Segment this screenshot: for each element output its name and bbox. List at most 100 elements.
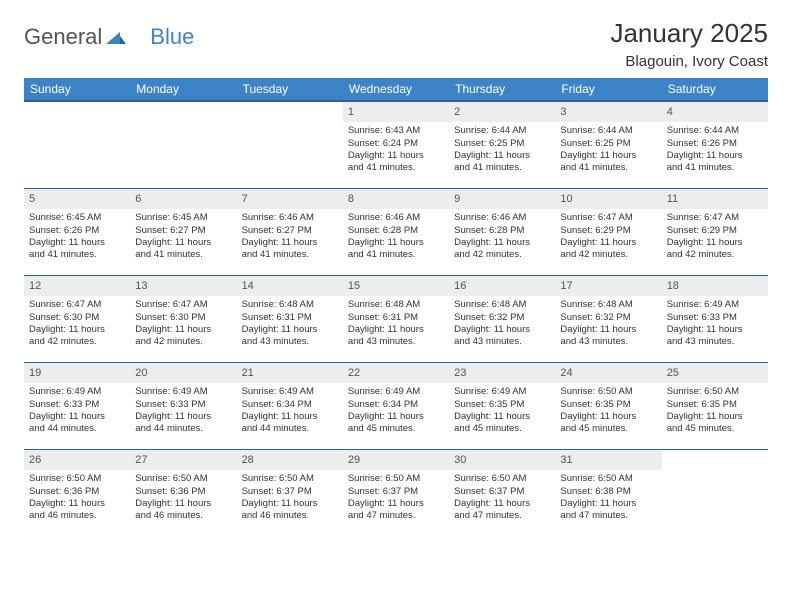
calendar-day-cell: 8Sunrise: 6:46 AMSunset: 6:28 PMDaylight… <box>343 189 449 276</box>
calendar-day-cell: 5Sunrise: 6:45 AMSunset: 6:26 PMDaylight… <box>24 189 130 276</box>
day-number: 4 <box>662 102 768 122</box>
calendar-day-cell: 12Sunrise: 6:47 AMSunset: 6:30 PMDayligh… <box>24 276 130 363</box>
day-number: 5 <box>24 189 130 209</box>
page-title: January 2025 <box>610 18 768 49</box>
calendar-day-cell: 2Sunrise: 6:44 AMSunset: 6:25 PMDaylight… <box>449 101 555 189</box>
day-details: Sunrise: 6:45 AMSunset: 6:27 PMDaylight:… <box>130 209 236 265</box>
day-header: Friday <box>555 78 661 101</box>
day-details: Sunrise: 6:48 AMSunset: 6:31 PMDaylight:… <box>343 296 449 352</box>
calendar-day-cell: 24Sunrise: 6:50 AMSunset: 6:35 PMDayligh… <box>555 363 661 450</box>
calendar-week-row: 1Sunrise: 6:43 AMSunset: 6:24 PMDaylight… <box>24 101 768 189</box>
day-details: Sunrise: 6:50 AMSunset: 6:37 PMDaylight:… <box>449 470 555 526</box>
day-number: 14 <box>237 276 343 296</box>
day-number: 27 <box>130 450 236 470</box>
day-number: 8 <box>343 189 449 209</box>
calendar-day-cell: 27Sunrise: 6:50 AMSunset: 6:36 PMDayligh… <box>130 450 236 537</box>
day-header: Saturday <box>662 78 768 101</box>
calendar-day-cell: 9Sunrise: 6:46 AMSunset: 6:28 PMDaylight… <box>449 189 555 276</box>
calendar-day-cell: 29Sunrise: 6:50 AMSunset: 6:37 PMDayligh… <box>343 450 449 537</box>
logo: General Blue <box>24 18 194 50</box>
day-details: Sunrise: 6:47 AMSunset: 6:29 PMDaylight:… <box>662 209 768 265</box>
day-details: Sunrise: 6:44 AMSunset: 6:26 PMDaylight:… <box>662 122 768 178</box>
day-details: Sunrise: 6:44 AMSunset: 6:25 PMDaylight:… <box>555 122 661 178</box>
logo-text-1: General <box>24 24 102 50</box>
day-number: 6 <box>130 189 236 209</box>
day-number: 9 <box>449 189 555 209</box>
day-header: Sunday <box>24 78 130 101</box>
day-details: Sunrise: 6:48 AMSunset: 6:32 PMDaylight:… <box>555 296 661 352</box>
calendar-day-cell: 3Sunrise: 6:44 AMSunset: 6:25 PMDaylight… <box>555 101 661 189</box>
calendar-day-cell: 21Sunrise: 6:49 AMSunset: 6:34 PMDayligh… <box>237 363 343 450</box>
calendar-day-cell: 19Sunrise: 6:49 AMSunset: 6:33 PMDayligh… <box>24 363 130 450</box>
calendar-day-cell: 4Sunrise: 6:44 AMSunset: 6:26 PMDaylight… <box>662 101 768 189</box>
day-number: 3 <box>555 102 661 122</box>
day-number: 20 <box>130 363 236 383</box>
day-details: Sunrise: 6:46 AMSunset: 6:27 PMDaylight:… <box>237 209 343 265</box>
calendar-day-cell: 22Sunrise: 6:49 AMSunset: 6:34 PMDayligh… <box>343 363 449 450</box>
header: General Blue January 2025 Blagouin, Ivor… <box>24 18 768 70</box>
calendar-week-row: 5Sunrise: 6:45 AMSunset: 6:26 PMDaylight… <box>24 189 768 276</box>
day-number: 30 <box>449 450 555 470</box>
day-number: 2 <box>449 102 555 122</box>
day-number: 10 <box>555 189 661 209</box>
day-details: Sunrise: 6:50 AMSunset: 6:37 PMDaylight:… <box>343 470 449 526</box>
logo-text-2: Blue <box>150 24 194 50</box>
calendar-week-row: 19Sunrise: 6:49 AMSunset: 6:33 PMDayligh… <box>24 363 768 450</box>
day-number: 12 <box>24 276 130 296</box>
day-details: Sunrise: 6:49 AMSunset: 6:33 PMDaylight:… <box>662 296 768 352</box>
day-details: Sunrise: 6:48 AMSunset: 6:32 PMDaylight:… <box>449 296 555 352</box>
day-number: 21 <box>237 363 343 383</box>
calendar-day-cell: 10Sunrise: 6:47 AMSunset: 6:29 PMDayligh… <box>555 189 661 276</box>
day-number: 22 <box>343 363 449 383</box>
day-details: Sunrise: 6:50 AMSunset: 6:35 PMDaylight:… <box>662 383 768 439</box>
day-details: Sunrise: 6:43 AMSunset: 6:24 PMDaylight:… <box>343 122 449 178</box>
day-header: Tuesday <box>237 78 343 101</box>
day-header: Monday <box>130 78 236 101</box>
day-details: Sunrise: 6:45 AMSunset: 6:26 PMDaylight:… <box>24 209 130 265</box>
calendar-day-cell: 18Sunrise: 6:49 AMSunset: 6:33 PMDayligh… <box>662 276 768 363</box>
day-number: 1 <box>343 102 449 122</box>
day-number: 25 <box>662 363 768 383</box>
day-details: Sunrise: 6:46 AMSunset: 6:28 PMDaylight:… <box>343 209 449 265</box>
day-number: 18 <box>662 276 768 296</box>
day-header: Wednesday <box>343 78 449 101</box>
day-header: Thursday <box>449 78 555 101</box>
calendar-day-cell: 17Sunrise: 6:48 AMSunset: 6:32 PMDayligh… <box>555 276 661 363</box>
day-details: Sunrise: 6:46 AMSunset: 6:28 PMDaylight:… <box>449 209 555 265</box>
day-number: 16 <box>449 276 555 296</box>
location-label: Blagouin, Ivory Coast <box>610 53 768 70</box>
day-details: Sunrise: 6:50 AMSunset: 6:35 PMDaylight:… <box>555 383 661 439</box>
day-details: Sunrise: 6:50 AMSunset: 6:38 PMDaylight:… <box>555 470 661 526</box>
day-details: Sunrise: 6:50 AMSunset: 6:36 PMDaylight:… <box>130 470 236 526</box>
calendar-day-cell: 1Sunrise: 6:43 AMSunset: 6:24 PMDaylight… <box>343 101 449 189</box>
day-number: 7 <box>237 189 343 209</box>
day-details: Sunrise: 6:49 AMSunset: 6:33 PMDaylight:… <box>24 383 130 439</box>
calendar-day-cell <box>24 101 130 189</box>
day-number: 26 <box>24 450 130 470</box>
calendar-day-cell: 30Sunrise: 6:50 AMSunset: 6:37 PMDayligh… <box>449 450 555 537</box>
day-details: Sunrise: 6:47 AMSunset: 6:30 PMDaylight:… <box>24 296 130 352</box>
day-header-row: SundayMondayTuesdayWednesdayThursdayFrid… <box>24 78 768 101</box>
day-details: Sunrise: 6:49 AMSunset: 6:35 PMDaylight:… <box>449 383 555 439</box>
calendar-day-cell: 14Sunrise: 6:48 AMSunset: 6:31 PMDayligh… <box>237 276 343 363</box>
day-number: 28 <box>237 450 343 470</box>
day-details: Sunrise: 6:50 AMSunset: 6:36 PMDaylight:… <box>24 470 130 526</box>
title-block: January 2025 Blagouin, Ivory Coast <box>610 18 768 70</box>
calendar-day-cell: 6Sunrise: 6:45 AMSunset: 6:27 PMDaylight… <box>130 189 236 276</box>
calendar-day-cell: 31Sunrise: 6:50 AMSunset: 6:38 PMDayligh… <box>555 450 661 537</box>
calendar-day-cell: 23Sunrise: 6:49 AMSunset: 6:35 PMDayligh… <box>449 363 555 450</box>
calendar-day-cell: 26Sunrise: 6:50 AMSunset: 6:36 PMDayligh… <box>24 450 130 537</box>
calendar-week-row: 12Sunrise: 6:47 AMSunset: 6:30 PMDayligh… <box>24 276 768 363</box>
day-number: 31 <box>555 450 661 470</box>
day-details: Sunrise: 6:44 AMSunset: 6:25 PMDaylight:… <box>449 122 555 178</box>
logo-mark-icon <box>106 24 126 50</box>
calendar-day-cell <box>237 101 343 189</box>
calendar-day-cell: 28Sunrise: 6:50 AMSunset: 6:37 PMDayligh… <box>237 450 343 537</box>
day-number: 15 <box>343 276 449 296</box>
calendar-day-cell: 7Sunrise: 6:46 AMSunset: 6:27 PMDaylight… <box>237 189 343 276</box>
day-details: Sunrise: 6:49 AMSunset: 6:34 PMDaylight:… <box>237 383 343 439</box>
day-number: 13 <box>130 276 236 296</box>
day-details: Sunrise: 6:47 AMSunset: 6:30 PMDaylight:… <box>130 296 236 352</box>
calendar-day-cell: 20Sunrise: 6:49 AMSunset: 6:33 PMDayligh… <box>130 363 236 450</box>
day-number: 24 <box>555 363 661 383</box>
